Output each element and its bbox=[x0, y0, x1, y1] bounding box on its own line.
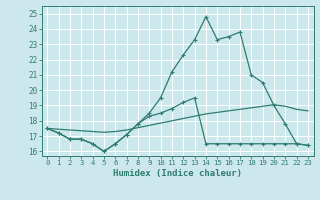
X-axis label: Humidex (Indice chaleur): Humidex (Indice chaleur) bbox=[113, 169, 242, 178]
